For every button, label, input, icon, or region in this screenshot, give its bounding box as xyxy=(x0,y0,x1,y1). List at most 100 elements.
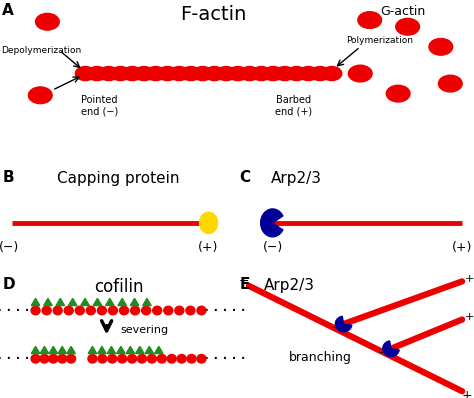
Polygon shape xyxy=(49,346,58,353)
Polygon shape xyxy=(155,346,163,353)
Polygon shape xyxy=(44,298,52,306)
Circle shape xyxy=(88,355,97,363)
Text: ......: ...... xyxy=(0,347,42,362)
Circle shape xyxy=(98,355,107,363)
Circle shape xyxy=(204,66,224,80)
Circle shape xyxy=(99,66,119,80)
Circle shape xyxy=(66,355,76,363)
Circle shape xyxy=(175,306,184,315)
Circle shape xyxy=(263,66,283,80)
Circle shape xyxy=(28,87,52,103)
Circle shape xyxy=(358,12,382,28)
Polygon shape xyxy=(67,346,75,353)
Circle shape xyxy=(200,212,218,234)
Text: A: A xyxy=(2,3,14,18)
Circle shape xyxy=(42,306,51,315)
Text: −: − xyxy=(379,348,389,358)
Circle shape xyxy=(240,66,260,80)
Text: (−): (−) xyxy=(0,241,19,254)
Text: −: − xyxy=(239,275,249,288)
Circle shape xyxy=(142,306,151,315)
Wedge shape xyxy=(336,316,352,332)
Text: Depolymerization: Depolymerization xyxy=(1,46,81,55)
Text: Barbed
end (+): Barbed end (+) xyxy=(275,95,312,117)
Polygon shape xyxy=(81,298,89,306)
Circle shape xyxy=(157,66,177,80)
Circle shape xyxy=(87,66,107,80)
Circle shape xyxy=(275,66,295,80)
Text: ......: ...... xyxy=(0,298,42,314)
Text: Capping protein: Capping protein xyxy=(57,171,180,186)
Circle shape xyxy=(122,66,142,80)
Circle shape xyxy=(251,66,271,80)
Text: +: + xyxy=(462,389,472,398)
Circle shape xyxy=(49,355,58,363)
Circle shape xyxy=(75,66,95,80)
Circle shape xyxy=(58,355,67,363)
Circle shape xyxy=(298,66,318,80)
Circle shape xyxy=(157,355,166,363)
Circle shape xyxy=(146,66,166,80)
Polygon shape xyxy=(143,298,151,306)
Circle shape xyxy=(186,306,195,315)
Text: −: − xyxy=(332,324,341,334)
Circle shape xyxy=(177,355,186,363)
Circle shape xyxy=(396,18,419,35)
Circle shape xyxy=(64,306,73,315)
Polygon shape xyxy=(93,298,102,306)
Circle shape xyxy=(109,306,118,315)
Text: F-actin: F-actin xyxy=(180,5,246,24)
Circle shape xyxy=(31,306,40,315)
Circle shape xyxy=(147,355,156,363)
Circle shape xyxy=(164,306,173,315)
Circle shape xyxy=(98,306,106,315)
Circle shape xyxy=(31,355,40,363)
Circle shape xyxy=(348,65,372,82)
Text: Arp2/3: Arp2/3 xyxy=(271,171,322,186)
Circle shape xyxy=(216,66,236,80)
Polygon shape xyxy=(56,298,64,306)
Circle shape xyxy=(128,355,137,363)
Text: G-actin: G-actin xyxy=(380,5,426,18)
Polygon shape xyxy=(136,346,144,353)
Text: branching: branching xyxy=(289,351,351,364)
Text: +: + xyxy=(465,312,474,322)
Text: +: + xyxy=(465,274,474,284)
Text: (−): (−) xyxy=(263,241,283,254)
Wedge shape xyxy=(261,209,283,237)
Polygon shape xyxy=(107,346,116,353)
Circle shape xyxy=(108,355,117,363)
Polygon shape xyxy=(58,346,66,353)
Polygon shape xyxy=(98,346,106,353)
Circle shape xyxy=(193,66,213,80)
Circle shape xyxy=(169,66,189,80)
Circle shape xyxy=(438,75,462,92)
Circle shape xyxy=(40,355,49,363)
Text: cofilin: cofilin xyxy=(94,278,143,296)
Text: Polymerization: Polymerization xyxy=(346,35,413,45)
Polygon shape xyxy=(88,346,97,353)
Circle shape xyxy=(322,66,342,80)
Circle shape xyxy=(36,14,59,30)
Circle shape xyxy=(110,66,130,80)
Circle shape xyxy=(181,66,201,80)
Wedge shape xyxy=(383,341,399,357)
Circle shape xyxy=(310,66,330,80)
Polygon shape xyxy=(31,298,40,306)
Text: C: C xyxy=(239,170,250,185)
Polygon shape xyxy=(145,346,154,353)
Text: E: E xyxy=(239,277,250,292)
Circle shape xyxy=(386,85,410,102)
Polygon shape xyxy=(68,298,77,306)
Circle shape xyxy=(197,306,206,315)
Polygon shape xyxy=(126,346,135,353)
Circle shape xyxy=(134,66,154,80)
Circle shape xyxy=(287,66,307,80)
Circle shape xyxy=(197,355,206,363)
Text: D: D xyxy=(2,277,15,292)
Circle shape xyxy=(167,355,176,363)
Text: ......: ...... xyxy=(193,298,248,314)
Text: Arp2/3: Arp2/3 xyxy=(264,278,315,293)
Polygon shape xyxy=(31,346,40,353)
Text: B: B xyxy=(2,170,14,185)
